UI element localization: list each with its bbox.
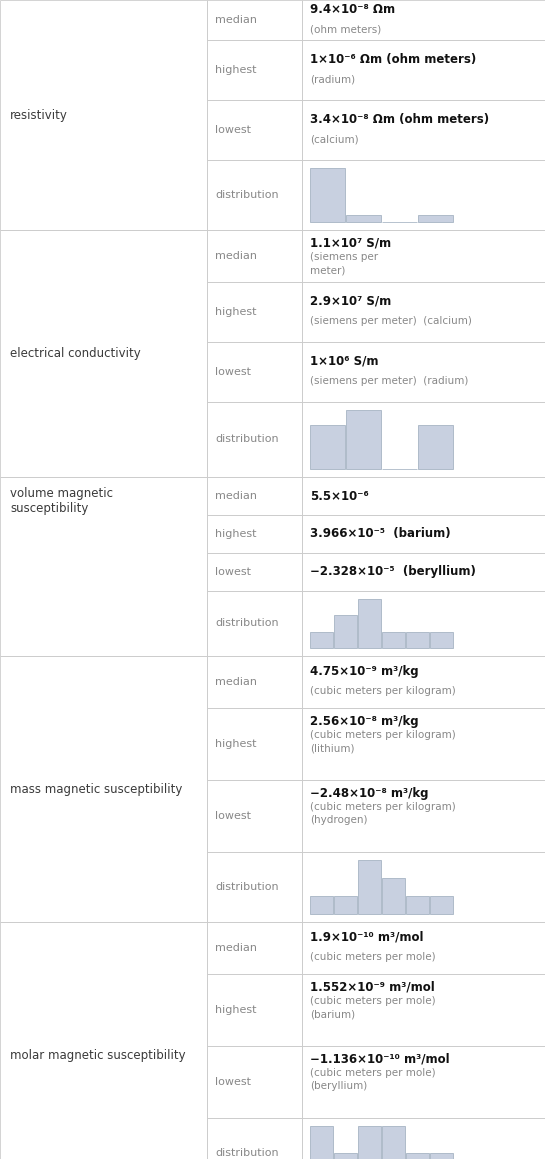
Text: (cubic meters per mole): (cubic meters per mole): [311, 952, 436, 962]
Text: (cubic meters per mole)
(barium): (cubic meters per mole) (barium): [311, 996, 436, 1019]
Bar: [406, 1153, 429, 1159]
Text: electrical conductivity: electrical conductivity: [10, 347, 141, 360]
Text: (cubic meters per kilogram)
(hydrogen): (cubic meters per kilogram) (hydrogen): [311, 802, 456, 825]
Text: (siemens per
meter): (siemens per meter): [311, 252, 379, 275]
Bar: [346, 216, 381, 223]
Bar: [430, 1153, 453, 1159]
Text: 5.5×10⁻⁶: 5.5×10⁻⁶: [311, 489, 369, 503]
Text: median: median: [215, 252, 257, 261]
Text: median: median: [215, 677, 257, 687]
Text: mass magnetic susceptibility: mass magnetic susceptibility: [10, 782, 183, 795]
Text: highest: highest: [215, 65, 257, 75]
Bar: [335, 1153, 358, 1159]
Text: 3.4×10⁻⁸ Ωm (ohm meters): 3.4×10⁻⁸ Ωm (ohm meters): [311, 112, 489, 126]
Text: distribution: distribution: [215, 190, 278, 201]
Text: 1×10⁶ S/m: 1×10⁶ S/m: [311, 355, 379, 369]
Bar: [430, 896, 453, 914]
Bar: [335, 896, 358, 914]
Text: (cubic meters per kilogram)
(lithium): (cubic meters per kilogram) (lithium): [311, 730, 456, 753]
Text: distribution: distribution: [215, 435, 278, 445]
Bar: [358, 1127, 381, 1159]
Bar: [311, 896, 334, 914]
Text: (cubic meters per mole)
(beryllium): (cubic meters per mole) (beryllium): [311, 1067, 436, 1092]
Text: lowest: lowest: [215, 811, 251, 821]
Text: lowest: lowest: [215, 125, 251, 134]
Text: 1×10⁻⁶ Ωm (ohm meters): 1×10⁻⁶ Ωm (ohm meters): [311, 53, 477, 66]
Text: distribution: distribution: [215, 619, 278, 628]
Text: −2.48×10⁻⁸ m³/kg: −2.48×10⁻⁸ m³/kg: [311, 787, 429, 800]
Bar: [346, 410, 381, 469]
Text: lowest: lowest: [215, 567, 251, 577]
Bar: [418, 216, 453, 223]
Bar: [311, 1127, 334, 1159]
Text: −1.136×10⁻¹⁰ m³/mol: −1.136×10⁻¹⁰ m³/mol: [311, 1054, 450, 1066]
Text: distribution: distribution: [215, 882, 278, 892]
Text: highest: highest: [215, 739, 257, 749]
Bar: [311, 424, 346, 469]
Text: (cubic meters per kilogram): (cubic meters per kilogram): [311, 686, 456, 697]
Text: 4.75×10⁻⁹ m³/kg: 4.75×10⁻⁹ m³/kg: [311, 665, 419, 678]
Text: volume magnetic
susceptibility: volume magnetic susceptibility: [10, 487, 113, 515]
Text: 2.56×10⁻⁸ m³/kg: 2.56×10⁻⁸ m³/kg: [311, 715, 419, 728]
Text: lowest: lowest: [215, 367, 251, 377]
Bar: [358, 860, 381, 914]
Text: 9.4×10⁻⁸ Ωm: 9.4×10⁻⁸ Ωm: [311, 3, 396, 16]
Text: 2.9×10⁷ S/m: 2.9×10⁷ S/m: [311, 296, 392, 308]
Text: (ohm meters): (ohm meters): [311, 24, 382, 34]
Bar: [311, 632, 334, 648]
Text: (radium): (radium): [311, 74, 355, 83]
Bar: [406, 896, 429, 914]
Text: highest: highest: [215, 1005, 257, 1015]
Bar: [406, 632, 429, 648]
Bar: [418, 424, 453, 469]
Bar: [358, 599, 381, 648]
Text: −2.328×10⁻⁵  (beryllium): −2.328×10⁻⁵ (beryllium): [311, 566, 476, 578]
Bar: [382, 632, 405, 648]
Text: distribution: distribution: [215, 1149, 278, 1158]
Bar: [311, 168, 346, 223]
Text: 1.9×10⁻¹⁰ m³/mol: 1.9×10⁻¹⁰ m³/mol: [311, 931, 424, 943]
Bar: [335, 615, 358, 648]
Text: 1.1×10⁷ S/m: 1.1×10⁷ S/m: [311, 236, 392, 250]
Text: highest: highest: [215, 529, 257, 539]
Text: 1.552×10⁻⁹ m³/mol: 1.552×10⁻⁹ m³/mol: [311, 981, 435, 994]
Text: resistivity: resistivity: [10, 109, 68, 122]
Text: 3.966×10⁻⁵  (barium): 3.966×10⁻⁵ (barium): [311, 527, 451, 540]
Text: median: median: [215, 491, 257, 501]
Text: lowest: lowest: [215, 1077, 251, 1087]
Text: (siemens per meter)  (calcium): (siemens per meter) (calcium): [311, 316, 473, 326]
Text: median: median: [215, 943, 257, 953]
Text: median: median: [215, 15, 257, 25]
Text: (siemens per meter)  (radium): (siemens per meter) (radium): [311, 376, 469, 386]
Text: molar magnetic susceptibility: molar magnetic susceptibility: [10, 1049, 186, 1062]
Bar: [382, 879, 405, 914]
Text: highest: highest: [215, 307, 257, 318]
Bar: [430, 632, 453, 648]
Bar: [382, 1127, 405, 1159]
Text: (calcium): (calcium): [311, 134, 359, 144]
